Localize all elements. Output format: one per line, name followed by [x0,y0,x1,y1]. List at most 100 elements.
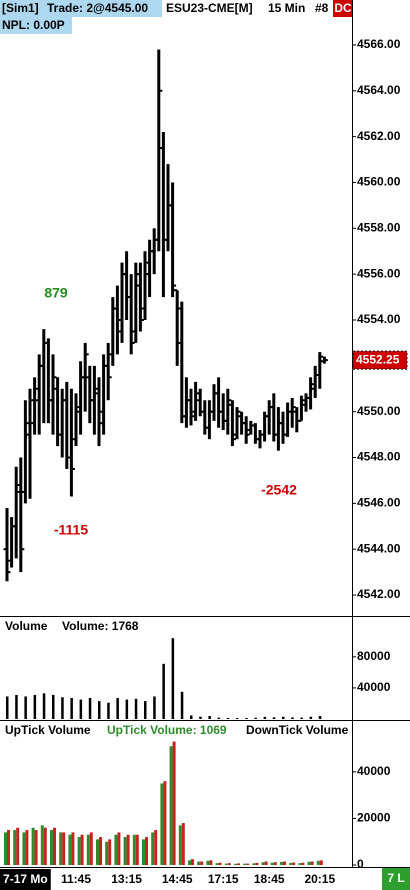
volume-bar [199,716,202,719]
npl: NPL: 0.00P [2,18,65,32]
marks: 4542.00 4544.00 4546.00 4548.00 4550.00 4552.… [0,37,408,890]
tick-volume-bar [264,861,268,865]
volume-bar [24,696,27,719]
tick-volume-bar [80,834,84,865]
y-tick-label: 4554.00 [357,312,401,326]
x-tick-label: 14:45 [162,872,193,886]
y-tick-label: 0 [357,857,364,871]
tick-volume-bar [135,834,139,865]
tick-volume-bar [237,863,240,865]
tick-volume-bar [292,862,296,865]
tick-volume-bar [188,860,191,865]
y-tick-label: 4544.00 [357,541,401,555]
y-tick-label: 4556.00 [357,266,401,280]
tick-volume-bar [89,832,93,865]
pane-title: Volume [5,619,48,633]
tick-volume-bar [200,861,204,865]
volume-bar [79,699,83,719]
header-highlight [0,17,72,34]
pane-title: UpTick Volume [5,723,91,737]
tick-volume-bar [197,861,201,865]
y-tick-label: 4546.00 [357,496,401,510]
volume-bar [236,718,239,719]
tick-volume-bar [71,832,75,865]
volume-bar [309,716,313,719]
tick-volume-bar [68,834,72,865]
bar-count-box [382,868,410,890]
y-tick-label: 4560.00 [357,175,401,189]
tick-volume-bar [105,841,109,865]
tick-volume-bar [224,863,228,865]
tick-volume-bar [243,863,247,865]
pane-legend: Volume: 1768 [62,619,139,633]
last-price: 4552.25 [356,352,400,366]
tick-volume-bar [172,741,176,865]
tick-volume-bar [126,834,130,865]
tick-volume-bar [178,825,182,865]
legend-entry: DownTick Volume [246,723,349,737]
tick-volume-bar [4,832,7,865]
tick-volume-bar [34,830,38,865]
volume-bar [245,718,248,719]
tick-volume-bar [132,834,136,865]
tick-volume-bar [13,830,17,865]
volume-bar [107,702,110,719]
status-box [333,0,353,17]
tick-volume-bar [289,862,293,865]
tick-volume-bar [160,783,164,865]
symbol: ESU23-CME[M] [166,1,253,15]
tick-volume-bar [145,837,148,865]
volume-bar [98,701,101,719]
tick-volume-bar [218,862,222,865]
tick-volume-bar [181,823,185,865]
tick-volume-bar [43,827,47,865]
volume-bar [180,691,184,719]
tick-volume-bar [62,832,66,865]
y-tick-label: 4566.00 [357,37,401,51]
tick-volume-bar [191,859,194,865]
y-tick-label: 4564.00 [357,83,401,97]
tick-volume-bar [123,837,127,865]
tick-volume-bar [96,839,99,865]
volume-bar [116,698,119,719]
x-tick-highlight [0,869,51,890]
volume-bar [15,694,18,719]
tick-volume-bar [206,860,210,865]
tick-volume-bar [227,863,231,865]
y-tick-label: 20000 [357,811,391,825]
tick-volume-bar [163,781,167,865]
tick-volume-bar [280,861,283,865]
tick-volume-bar [117,832,121,865]
volume-bar [42,693,46,719]
tick-volume-bar [252,863,256,865]
tick-volume-bar [255,862,259,865]
y-tick-label: 4558.00 [357,220,401,234]
legend: UpTick Volume: 1069 DownTick Volume [107,723,349,737]
last-price-box [352,350,408,370]
tick-volume-bar [99,837,102,865]
volume-bar [33,694,37,719]
x-tick-label: 11:45 [61,872,91,886]
annotation: -2542 [261,482,297,498]
volume-bar [190,715,193,719]
tick-volume-bar [307,861,311,865]
y-tick-label: 4548.00 [357,450,401,464]
y-tick-label: 4550.00 [357,404,401,418]
tick-volume-bar [25,830,29,865]
tick-volume-bar [234,863,237,865]
tick-volume-bar [319,860,323,865]
tick-volume-bar [77,837,81,865]
annotation: 879 [44,285,68,301]
y-tick-label: 40000 [357,680,391,694]
tick-volume-bar [151,832,155,865]
x-tick-label: 7-17 Mo [3,872,48,886]
tick-volume-bar [209,860,213,865]
volume-bar [217,717,221,719]
tick-volume-bar [50,830,53,865]
volume-bar [125,699,129,719]
tick-volume-bar [261,862,265,865]
y-tick-label: 40000 [357,764,391,778]
tick-volume-bar [114,834,118,865]
